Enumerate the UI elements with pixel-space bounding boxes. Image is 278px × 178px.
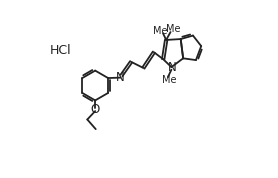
Text: Me: Me	[153, 26, 168, 36]
Text: HCl: HCl	[50, 44, 72, 57]
Text: N: N	[116, 71, 125, 84]
Text: O: O	[91, 103, 100, 116]
Text: Me: Me	[166, 24, 180, 34]
Text: N: N	[168, 61, 177, 74]
Text: Me: Me	[162, 75, 176, 85]
